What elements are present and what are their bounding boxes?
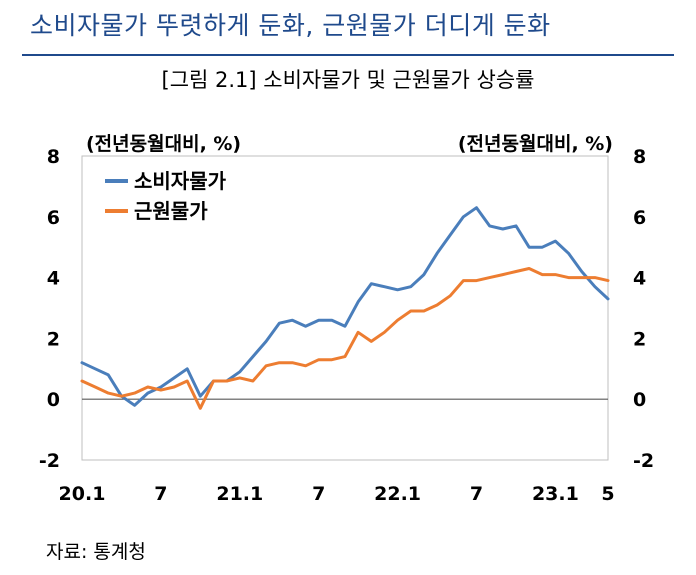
x-tick-label: 23.1 [532,483,579,505]
y-left-tick-label: 0 [47,389,60,411]
x-tick-label: 7 [470,483,483,505]
series-line-0 [80,206,610,407]
x-tick-label: 21.1 [216,483,263,505]
y-right-tick-label: 6 [633,207,646,229]
legend-label: 소비자물가 [134,169,227,193]
y-left-tick-label: 2 [47,328,60,350]
x-tick-label: 22.1 [374,483,421,505]
y-left-tick-label: 8 [47,146,60,168]
figure-title: [그림 2.1] 소비자물가 및 근원물가 상승률 [161,68,535,92]
y-right-tick-label: 2 [633,328,646,350]
y-right-tick-label: 8 [633,146,646,168]
plot-area: 8 8 6 6 4 4 2 2 0 0 -2 -2 20.1 7 21.1 7 22.1 7 23.1 5 [39,146,654,505]
x-tick-label: 5 [601,483,614,505]
legend-label: 근원물가 [134,199,208,223]
series-line-1 [80,267,610,410]
y-right-tick-label: 0 [633,389,646,411]
source-note: 자료: 통계청 [46,541,146,563]
y-left-unit-label: (전년동월대비, %) [86,133,241,155]
x-tick-label: 7 [154,483,167,505]
y-left-tick-label: 4 [47,268,60,290]
y-right-tick-label: -2 [633,450,654,472]
headline: 소비자물가 뚜렷하게 둔화, 근원물가 더디게 둔화 [30,11,551,40]
y-left-tick-label: 6 [47,207,60,229]
plot-frame [81,155,609,461]
x-tick-label: 20.1 [59,483,106,505]
x-tick-label: 7 [312,483,325,505]
y-left-tick-label: -2 [39,450,60,472]
y-right-tick-label: 4 [633,268,646,290]
y-right-unit-label: (전년동월대비, %) [458,133,613,155]
headline-divider [22,54,674,56]
